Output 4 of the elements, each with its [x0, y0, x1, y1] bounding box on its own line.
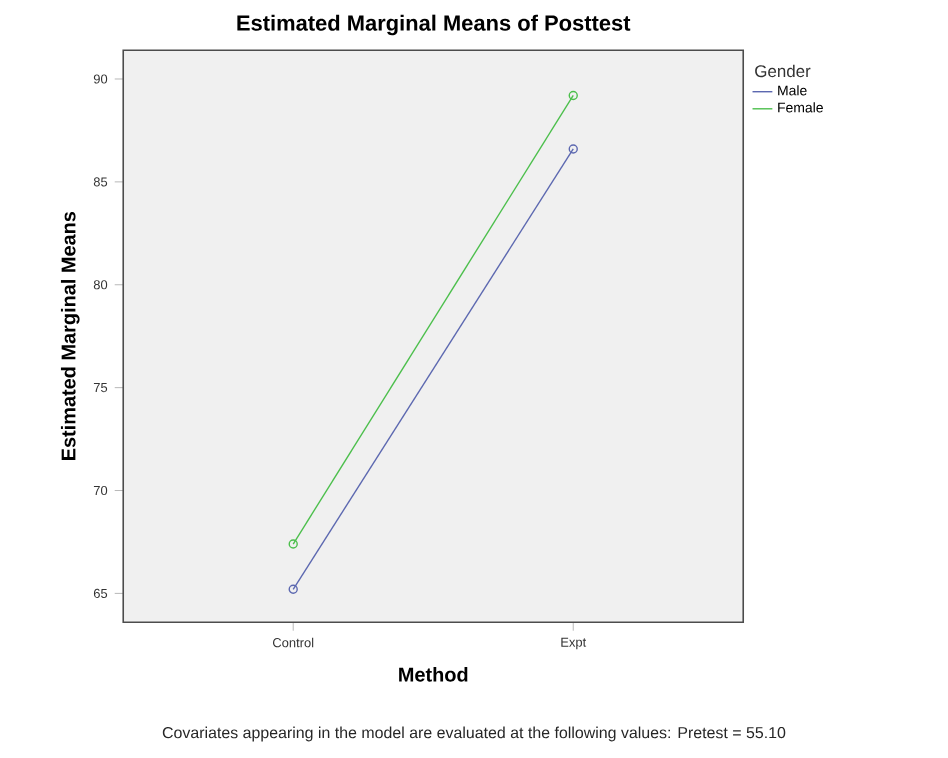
chart-title: Estimated Marginal Means of Posttest: [237, 14, 631, 36]
x-axis-title: Method: [399, 667, 468, 682]
legend-title: Gender: [755, 64, 811, 78]
y-axis-title: Estimated Marginal Means: [60, 211, 80, 460]
